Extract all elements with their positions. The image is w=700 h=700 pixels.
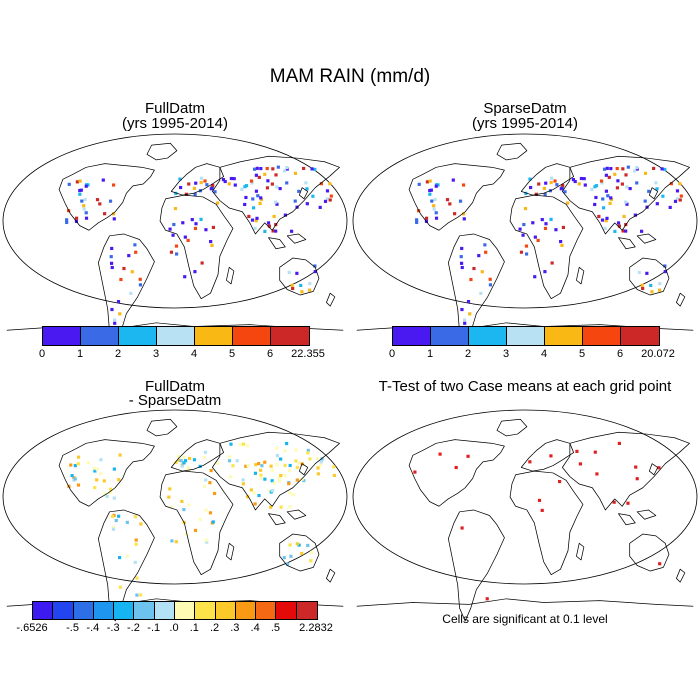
colorbar-swatch: [53, 602, 74, 619]
colorbar-swatch: [431, 327, 469, 345]
colorbar-diff: [32, 601, 318, 620]
colorbar-swatch: [119, 327, 157, 345]
colorbar-swatch: [154, 602, 175, 619]
colorbar-tick-label: 2: [114, 348, 122, 360]
colorbar-tick-label: .0: [169, 622, 179, 634]
colorbar-swatch: [545, 327, 583, 345]
panel-diff-title: FullDatm: [144, 378, 205, 395]
colorbar-tick-label: -.5: [66, 622, 79, 634]
colorbar-tick-label: .1: [189, 622, 199, 634]
colorbar-swatch: [114, 602, 135, 619]
map-frame: [2, 409, 348, 585]
map-full: [2, 133, 348, 346]
map-frame: [352, 133, 698, 309]
colorbar-tick-label: -.6526: [16, 622, 48, 634]
panel-ttest-title: T-Test of two Case means at each grid po…: [378, 378, 672, 395]
panel-sparse-title: SparseDatm: [483, 100, 567, 117]
colorbar-tick-label: 5: [228, 348, 236, 360]
colorbar-swatch: [583, 327, 621, 345]
colorbar-swatch: [507, 327, 545, 345]
colorbar-tick-label: 6: [616, 348, 624, 360]
colorbar-tick-label: 4: [540, 348, 548, 360]
colorbar-tick-label: -.4: [86, 622, 100, 634]
map-sparse: [352, 133, 698, 346]
colorbar-tick-label: .4: [250, 622, 260, 634]
colorbar-swatch: [271, 327, 309, 345]
colorbar-swatch: [215, 602, 236, 619]
colorbar-swatch: [276, 602, 297, 619]
colorbar-tick-label: .3: [230, 622, 240, 634]
colorbar-tick-label: -.3: [106, 622, 120, 634]
colorbar-swatch: [134, 602, 155, 619]
colorbar-swatch: [195, 602, 216, 619]
colorbar-swatch: [81, 327, 119, 345]
colorbar-tick-label: 3: [502, 348, 510, 360]
colorbar-tick-label: -.1: [147, 622, 161, 634]
panel-diff-subtitle: - SparseDatm: [128, 392, 222, 409]
significance-note: Cells are significant at 0.1 level: [442, 612, 608, 626]
colorbar-tick-label: 6: [266, 348, 274, 360]
colorbar-tick-label: 22.355: [291, 348, 325, 360]
panel-full-subtitle: (yrs 1995-2014): [122, 115, 228, 132]
panel-full-title: FullDatm: [144, 100, 205, 117]
figure-title: MAM RAIN (mm/d): [269, 66, 431, 87]
colorbar-sparse: [392, 326, 660, 346]
colorbar-swatch: [93, 602, 115, 619]
colorbar-tick-label: 20.072: [641, 348, 675, 360]
colorbar-swatch: [195, 327, 233, 345]
colorbar-swatch: [73, 602, 94, 619]
map-diff: [2, 409, 348, 622]
colorbar-tick-label: 2: [464, 348, 472, 360]
colorbar-tick-label: 1: [76, 348, 84, 360]
colorbar-tick-label: .5: [270, 622, 281, 634]
colorbar-swatch: [393, 327, 431, 345]
colorbar-swatch: [235, 602, 257, 619]
colorbar-tick-label: 4: [190, 348, 198, 360]
map-ttest: [352, 409, 698, 622]
colorbar-swatch: [296, 602, 317, 619]
colorbar-swatch: [43, 327, 81, 345]
station-cells: [415, 165, 683, 325]
colorbar-swatch: [33, 602, 54, 619]
colorbar-swatch: [174, 602, 196, 619]
colorbar-tick-label: .2: [209, 622, 220, 634]
colorbar-tick-label: 5: [578, 348, 586, 360]
colorbar-tick-label: 3: [152, 348, 160, 360]
colorbar-tick-label: -.2: [127, 622, 140, 634]
colorbar-swatch: [256, 602, 277, 619]
colorbar-tick-label: 1: [426, 348, 434, 360]
map-frame: [352, 409, 698, 585]
colorbar-swatch: [469, 327, 507, 345]
panel-sparse-subtitle: (yrs 1995-2014): [472, 115, 578, 132]
colorbar-tick-label: 0: [388, 348, 396, 360]
map-frame: [2, 133, 348, 309]
colorbar-full: [42, 326, 310, 346]
colorbar-swatch: [157, 327, 195, 345]
colorbar-swatch: [621, 327, 659, 345]
colorbar-tick-label: 0: [38, 348, 46, 360]
colorbar-tick-label: 2.2832: [299, 622, 333, 634]
colorbar-swatch: [233, 327, 271, 345]
station-cells: [413, 441, 662, 601]
